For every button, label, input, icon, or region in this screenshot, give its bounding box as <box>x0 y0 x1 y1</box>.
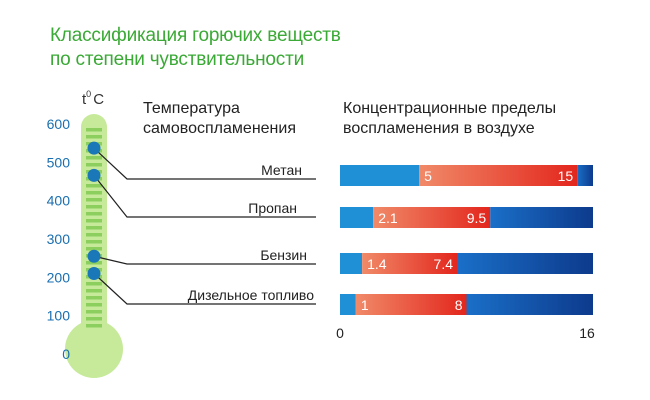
bar-segment-flammable-range <box>373 207 491 228</box>
unit-c: C <box>93 91 104 108</box>
bar-segment-below-limit <box>340 207 374 228</box>
bar-high-label: 9.5 <box>467 210 487 226</box>
temperature-tick-label: 100 <box>47 308 71 324</box>
x-tick-label: 16 <box>579 325 595 341</box>
temperature-marker <box>87 141 101 155</box>
thermometer-stripe <box>86 289 102 293</box>
bar-segment-flammable-range <box>419 165 578 186</box>
bar-segment-below-limit <box>340 165 420 186</box>
thermometer-stripe <box>86 240 102 244</box>
thermometer-stripe <box>86 191 102 195</box>
bar-segment-below-limit <box>340 253 363 274</box>
substance-label: Дизельное топливо <box>188 287 314 303</box>
concentration-axis: 0 16 <box>336 325 595 341</box>
temperature-header-line-2: самовоспламенения <box>143 120 296 137</box>
bar-segment-below-limit <box>340 294 356 315</box>
concentration-bar-row: 5 15 <box>340 165 593 186</box>
chart-title: Классификация горючих веществ по степени… <box>50 24 450 72</box>
thermometer-stripes <box>86 128 102 328</box>
thermometer-stripe <box>86 226 102 230</box>
concentration-header-line-1: Концентрационные пределы <box>343 100 556 117</box>
leader-line <box>93 174 316 218</box>
temperature-markers <box>87 141 101 280</box>
substance-label: Метан <box>261 162 302 178</box>
thermometer-bulb <box>65 320 123 378</box>
bar-segment-above-limit <box>490 207 593 228</box>
temperature-header-line-1: Температура <box>143 100 240 117</box>
thermometer-stripe <box>86 219 102 223</box>
substance-label: Бензин <box>260 247 307 263</box>
bar-segment-flammable-range <box>362 253 458 274</box>
thermometer-stripe <box>86 296 102 300</box>
bar-low-label: 1.4 <box>367 256 387 272</box>
bar-low-label: 5 <box>424 168 432 184</box>
bar-high-label: 7.4 <box>434 256 454 272</box>
thermometer-stripe <box>86 128 102 132</box>
concentration-header-line-2: воспламенения в воздухе <box>343 120 535 137</box>
thermometer-stripe <box>86 205 102 209</box>
thermometer-stripe <box>86 233 102 237</box>
thermometer-stripe <box>86 282 102 286</box>
bar-segment-above-limit <box>457 253 593 274</box>
temperature-marker <box>87 249 101 263</box>
unit-degree: 0 <box>86 89 91 99</box>
thermometer-stripe <box>86 303 102 307</box>
temperature-tick-label: 0 <box>62 346 70 362</box>
thermometer-stripe <box>86 135 102 139</box>
x-tick-label: 0 <box>336 325 344 341</box>
thermometer-stripe <box>86 198 102 202</box>
thermometer-stripe <box>86 212 102 216</box>
thermometer-stripe <box>86 324 102 328</box>
temperature-unit-label: t0 C <box>82 89 104 108</box>
temperature-tick-label: 300 <box>47 231 71 247</box>
bar-high-label: 15 <box>558 168 574 184</box>
unit-t: t <box>82 91 87 108</box>
thermometer-stripe <box>86 247 102 251</box>
bar-low-label: 1 <box>361 297 369 313</box>
leader-lines: Метан Пропан Бензин Дизельное топливо <box>93 147 316 305</box>
concentration-bar-row: 2.1 9.5 <box>340 207 593 228</box>
thermometer-stripe <box>86 317 102 321</box>
thermometer-stripe <box>86 156 102 160</box>
thermometer-stripe <box>86 310 102 314</box>
temperature-axis: 0 100 200 300 400 500 600 <box>47 116 71 362</box>
temperature-marker <box>87 168 101 182</box>
title-line-1: Классификация горючих веществ <box>50 25 341 46</box>
thermometer-stripe <box>86 184 102 188</box>
leader-line <box>93 147 316 180</box>
title-line-2: по степени чувствительности <box>50 49 305 70</box>
concentration-bar-row: 1.4 7.4 <box>340 253 593 274</box>
temperature-tick-label: 500 <box>47 154 71 170</box>
bar-segment-flammable-range <box>355 294 467 315</box>
temperature-marker <box>87 267 101 280</box>
bar-segment-above-limit <box>577 165 593 186</box>
bar-low-label: 2.1 <box>378 210 398 226</box>
bar-high-label: 8 <box>455 297 463 313</box>
leader-line <box>93 273 316 305</box>
bar-segment-above-limit <box>466 294 593 315</box>
thermometer-stripe <box>86 163 102 167</box>
temperature-tick-label: 600 <box>47 116 71 132</box>
leader-line <box>93 255 316 265</box>
temperature-tick-label: 400 <box>47 193 71 209</box>
temperature-tick-label: 200 <box>47 269 71 285</box>
substance-label: Пропан <box>248 200 297 216</box>
concentration-bars: 5 152.1 9.51.4 7.41 8 <box>340 165 593 315</box>
